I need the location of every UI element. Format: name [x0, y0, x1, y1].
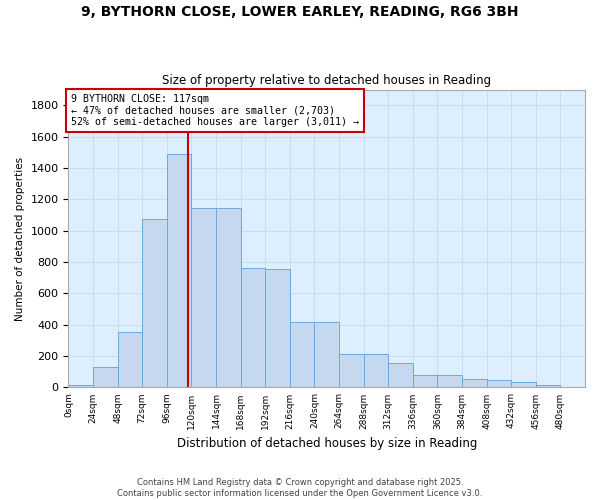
X-axis label: Distribution of detached houses by size in Reading: Distribution of detached houses by size …: [176, 437, 477, 450]
Bar: [314, 322, 339, 388]
Bar: [191, 208, 216, 388]
Bar: [167, 154, 191, 388]
Bar: [413, 375, 437, 388]
Bar: [68, 385, 93, 388]
Bar: [93, 367, 118, 388]
Y-axis label: Number of detached properties: Number of detached properties: [15, 156, 25, 320]
Bar: [118, 332, 142, 388]
Bar: [142, 219, 167, 388]
Text: Contains HM Land Registry data © Crown copyright and database right 2025.
Contai: Contains HM Land Registry data © Crown c…: [118, 478, 482, 498]
Bar: [536, 385, 560, 388]
Bar: [511, 382, 536, 388]
Bar: [339, 354, 364, 388]
Bar: [487, 380, 511, 388]
Bar: [388, 363, 413, 388]
Bar: [364, 354, 388, 388]
Bar: [216, 208, 241, 388]
Bar: [290, 322, 314, 388]
Bar: [437, 375, 462, 388]
Text: 9, BYTHORN CLOSE, LOWER EARLEY, READING, RG6 3BH: 9, BYTHORN CLOSE, LOWER EARLEY, READING,…: [81, 5, 519, 19]
Text: 9 BYTHORN CLOSE: 117sqm
← 47% of detached houses are smaller (2,703)
52% of semi: 9 BYTHORN CLOSE: 117sqm ← 47% of detache…: [71, 94, 359, 128]
Bar: [241, 268, 265, 388]
Bar: [462, 379, 487, 388]
Bar: [265, 269, 290, 388]
Title: Size of property relative to detached houses in Reading: Size of property relative to detached ho…: [162, 74, 491, 87]
